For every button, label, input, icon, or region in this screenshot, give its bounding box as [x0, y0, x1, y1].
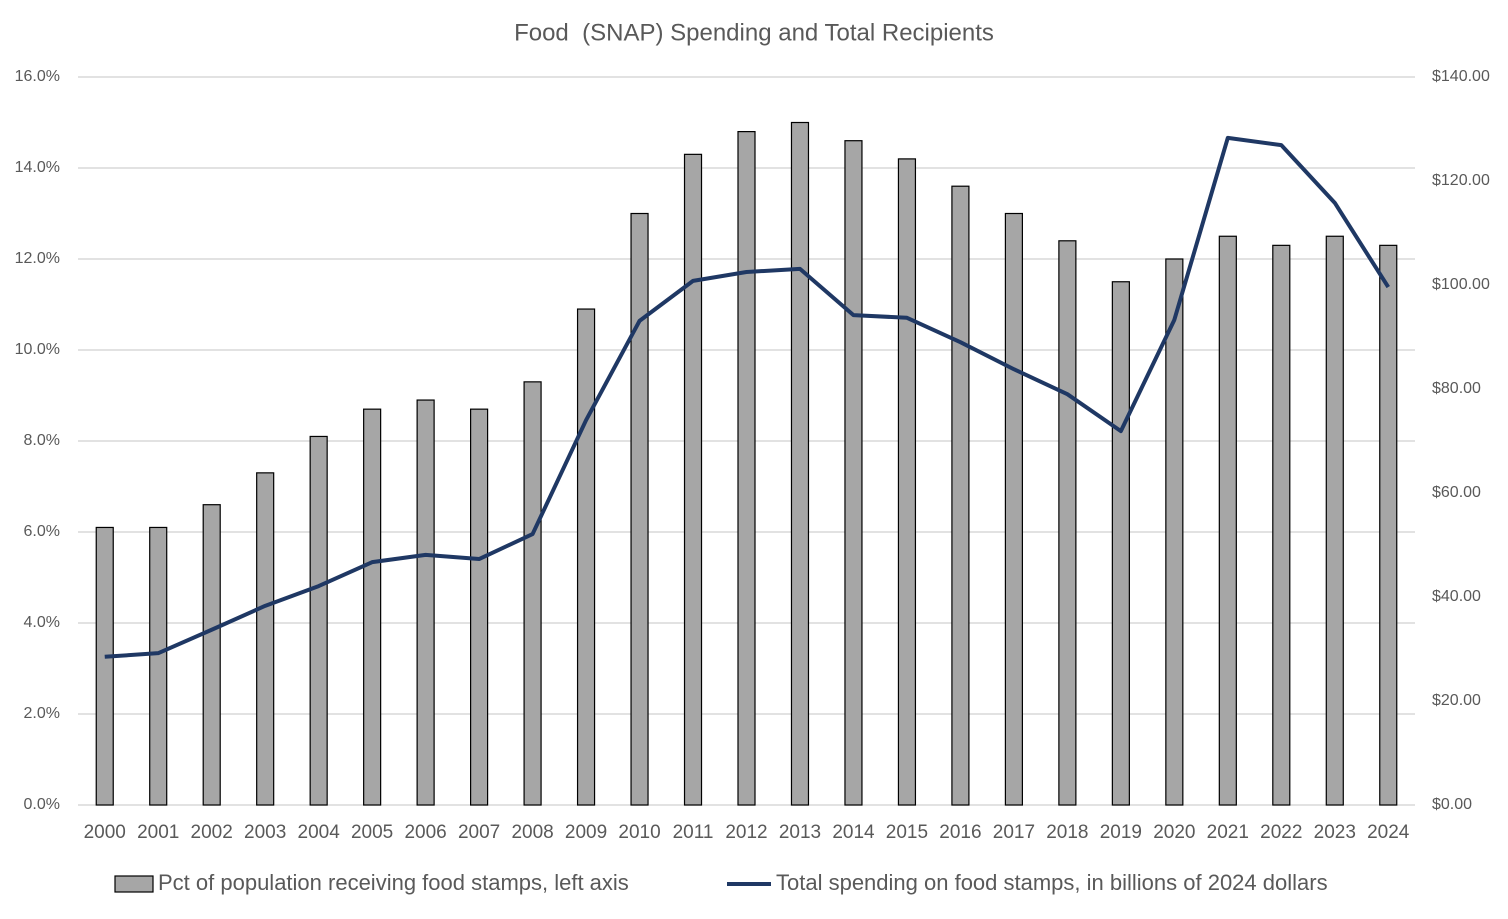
legend-label: Total spending on food stamps, in billio…: [776, 870, 1328, 895]
y2-tick-label: $0.00: [1432, 796, 1472, 813]
y-tick-label: 6.0%: [24, 523, 60, 540]
bar: [576, 308, 596, 806]
y-tick-label: 10.0%: [15, 341, 60, 358]
x-tick-label: 2009: [565, 822, 607, 843]
bar: [1218, 235, 1237, 806]
y2-tick-label: $100.00: [1432, 276, 1490, 293]
y2-tick-label: $140.00: [1432, 68, 1490, 85]
legend-label: Pct of population receiving food stamps,…: [158, 870, 629, 895]
bar: [737, 131, 756, 806]
legend-swatch: [114, 875, 154, 893]
x-tick-label: 2002: [191, 822, 233, 843]
bar: [363, 408, 382, 806]
x-tick-label: 2015: [886, 822, 928, 843]
y-tick-label: 12.0%: [15, 250, 60, 267]
bar: [523, 381, 542, 806]
bar: [149, 526, 168, 806]
x-tick-label: 2016: [939, 822, 981, 843]
x-tick-label: 2023: [1314, 822, 1356, 843]
bar: [897, 158, 917, 806]
y2-tick-label: $20.00: [1432, 692, 1481, 709]
y2-tick-label: $120.00: [1432, 172, 1490, 189]
x-tick-label: 2017: [993, 822, 1035, 843]
bar: [416, 399, 435, 806]
y-tick-label: 2.0%: [24, 705, 60, 722]
bar: [790, 121, 810, 806]
bar: [1111, 281, 1130, 806]
bar: [1325, 235, 1344, 806]
bar: [1272, 244, 1291, 806]
x-tick-label: 2008: [511, 822, 553, 843]
bar: [1379, 244, 1398, 806]
x-tick-label: 2013: [779, 822, 821, 843]
x-tick-label: 2014: [832, 822, 875, 843]
bar: [630, 212, 649, 806]
y2-tick-label: $40.00: [1432, 588, 1481, 605]
x-tick-label: 2021: [1207, 822, 1249, 843]
bar: [1165, 258, 1184, 806]
bar: [470, 408, 489, 806]
x-tick-label: 2020: [1153, 822, 1195, 843]
x-tick-label: 2004: [298, 822, 341, 843]
y-tick-label: 8.0%: [24, 432, 60, 449]
x-tick-label: 2022: [1260, 822, 1302, 843]
chart-title: Food (SNAP) Spending and Total Recipient…: [514, 19, 994, 46]
x-tick-label: 2001: [137, 822, 179, 843]
x-tick-label: 2010: [618, 822, 660, 843]
x-tick-label: 2019: [1100, 822, 1142, 843]
bar: [309, 435, 328, 806]
bar: [1004, 212, 1024, 806]
y-tick-label: 0.0%: [24, 796, 60, 813]
bar: [95, 526, 114, 806]
bar: [256, 472, 275, 806]
x-tick-label: 2003: [244, 822, 286, 843]
y2-tick-label: $60.00: [1432, 484, 1481, 501]
y-tick-label: 14.0%: [15, 159, 60, 176]
x-tick-label: 2000: [84, 822, 126, 843]
x-tick-label: 2005: [351, 822, 393, 843]
y-tick-label: 16.0%: [15, 68, 60, 85]
bar: [1058, 240, 1077, 806]
x-tick-label: 2006: [404, 822, 446, 843]
bar: [844, 140, 863, 806]
y-tick-label: 4.0%: [24, 614, 60, 631]
line: [104, 135, 1390, 659]
y2-tick-label: $80.00: [1432, 380, 1481, 397]
x-tick-label: 2007: [458, 822, 500, 843]
x-tick-label: 2012: [725, 822, 767, 843]
x-tick-label: 2011: [673, 822, 714, 843]
bar: [202, 504, 221, 806]
bar: [951, 185, 970, 806]
x-tick-label: 2018: [1046, 822, 1088, 843]
x-tick-label: 2024: [1367, 822, 1410, 843]
bar: [683, 153, 703, 806]
